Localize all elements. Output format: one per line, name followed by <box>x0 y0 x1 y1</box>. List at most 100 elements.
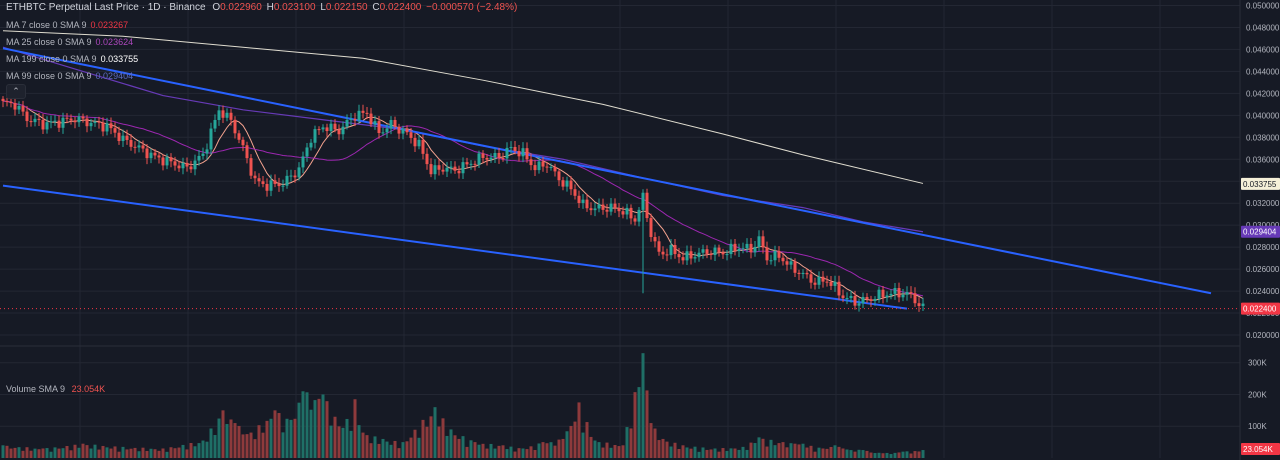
volume-bar[interactable] <box>301 391 305 458</box>
candle-body[interactable] <box>337 129 341 135</box>
volume-bar[interactable] <box>285 418 289 458</box>
candle-body[interactable] <box>381 132 385 134</box>
volume-bar[interactable] <box>457 438 461 458</box>
volume-bar[interactable] <box>525 449 529 458</box>
volume-bar[interactable] <box>769 439 773 458</box>
candle-body[interactable] <box>845 298 849 300</box>
volume-bar[interactable] <box>549 442 553 458</box>
volume-bar[interactable] <box>45 448 49 458</box>
candle-body[interactable] <box>257 178 261 182</box>
candle-body[interactable] <box>121 135 125 142</box>
volume-bar[interactable] <box>393 440 397 458</box>
volume-bar[interactable] <box>373 436 377 458</box>
volume-bar[interactable] <box>745 449 749 458</box>
candle-body[interactable] <box>169 157 173 162</box>
candle-body[interactable] <box>353 118 357 121</box>
candle-body[interactable] <box>61 117 65 128</box>
volume-bar[interactable] <box>425 426 429 458</box>
candle-body[interactable] <box>369 113 373 125</box>
volume-bar[interactable] <box>869 452 873 458</box>
candle-body[interactable] <box>601 204 605 210</box>
candle-body[interactable] <box>589 208 593 211</box>
candle-body[interactable] <box>621 211 625 215</box>
volume-bar[interactable] <box>533 449 537 458</box>
candle-body[interactable] <box>713 247 717 256</box>
candle-body[interactable] <box>145 148 149 159</box>
candle-body[interactable] <box>25 111 29 122</box>
candle-body[interactable] <box>881 289 885 298</box>
volume-bar[interactable] <box>805 447 809 458</box>
volume-bar[interactable] <box>537 443 541 458</box>
candle-body[interactable] <box>877 289 881 299</box>
volume-bar[interactable] <box>545 443 549 458</box>
candle-body[interactable] <box>397 126 401 134</box>
candle-body[interactable] <box>729 243 733 255</box>
candle-body[interactable] <box>649 218 653 238</box>
volume-bar[interactable] <box>649 423 653 458</box>
candle-body[interactable] <box>709 253 713 256</box>
volume-bar[interactable] <box>777 443 781 458</box>
candle-body[interactable] <box>313 129 317 143</box>
candle-body[interactable] <box>265 183 269 191</box>
volume-bar[interactable] <box>237 425 241 458</box>
candle-body[interactable] <box>177 165 181 169</box>
candle-body[interactable] <box>469 163 473 165</box>
volume-bar[interactable] <box>429 416 433 458</box>
volume-bar[interactable] <box>329 425 333 458</box>
candle-body[interactable] <box>477 153 481 165</box>
candle-body[interactable] <box>557 171 561 181</box>
candle-body[interactable] <box>689 251 693 259</box>
volume-bar[interactable] <box>97 449 101 458</box>
volume-bar[interactable] <box>833 445 837 458</box>
volume-bar[interactable] <box>25 447 29 458</box>
volume-bar[interactable] <box>645 390 649 458</box>
volume-bar[interactable] <box>789 443 793 458</box>
candle-body[interactable] <box>757 236 761 247</box>
volume-bar[interactable] <box>105 447 109 458</box>
volume-bar[interactable] <box>317 398 321 458</box>
volume-bar[interactable] <box>637 387 641 458</box>
candle-body[interactable] <box>629 207 633 219</box>
volume-bar[interactable] <box>145 450 149 458</box>
volume-bar[interactable] <box>205 441 209 458</box>
volume-bar[interactable] <box>513 451 517 458</box>
volume-bar[interactable] <box>501 445 505 458</box>
candle-body[interactable] <box>513 146 517 152</box>
candle-body[interactable] <box>365 112 369 114</box>
volume-bar[interactable] <box>209 428 213 458</box>
volume-bar[interactable] <box>117 451 121 458</box>
volume-bar[interactable] <box>517 448 521 458</box>
volume-bar[interactable] <box>325 401 329 458</box>
volume-bar[interactable] <box>749 442 753 458</box>
channel-lower-line[interactable] <box>2 184 908 310</box>
volume-bar[interactable] <box>653 428 657 458</box>
volume-bar[interactable] <box>37 449 41 458</box>
volume-bar[interactable] <box>153 449 157 458</box>
volume-bar[interactable] <box>5 445 9 458</box>
candle-body[interactable] <box>829 281 833 286</box>
candle-body[interactable] <box>493 153 497 158</box>
candle-body[interactable] <box>261 181 265 184</box>
ma199-legend[interactable]: MA 199 close 0 SMA 9 0.033755 <box>6 53 138 65</box>
candle-body[interactable] <box>905 292 909 295</box>
volume-bar[interactable] <box>905 451 909 458</box>
candle-body[interactable] <box>405 128 409 133</box>
volume-bar[interactable] <box>389 444 393 458</box>
volume-bar[interactable] <box>765 446 769 458</box>
candle-body[interactable] <box>565 180 569 187</box>
volume-bar[interactable] <box>441 418 445 458</box>
candle-body[interactable] <box>517 151 521 157</box>
candle-body[interactable] <box>81 116 85 119</box>
volume-bar[interactable] <box>529 446 533 458</box>
volume-bar[interactable] <box>181 444 185 458</box>
candle-body[interactable] <box>217 110 221 120</box>
candle-body[interactable] <box>661 251 665 255</box>
volume-bar[interactable] <box>49 451 53 458</box>
candle-body[interactable] <box>785 261 789 265</box>
volume-bar[interactable] <box>437 426 441 458</box>
candle-body[interactable] <box>677 254 681 258</box>
volume-bar[interactable] <box>293 418 297 458</box>
candle-body[interactable] <box>457 170 461 174</box>
volume-bar[interactable] <box>277 413 281 458</box>
candle-body[interactable] <box>77 116 81 123</box>
